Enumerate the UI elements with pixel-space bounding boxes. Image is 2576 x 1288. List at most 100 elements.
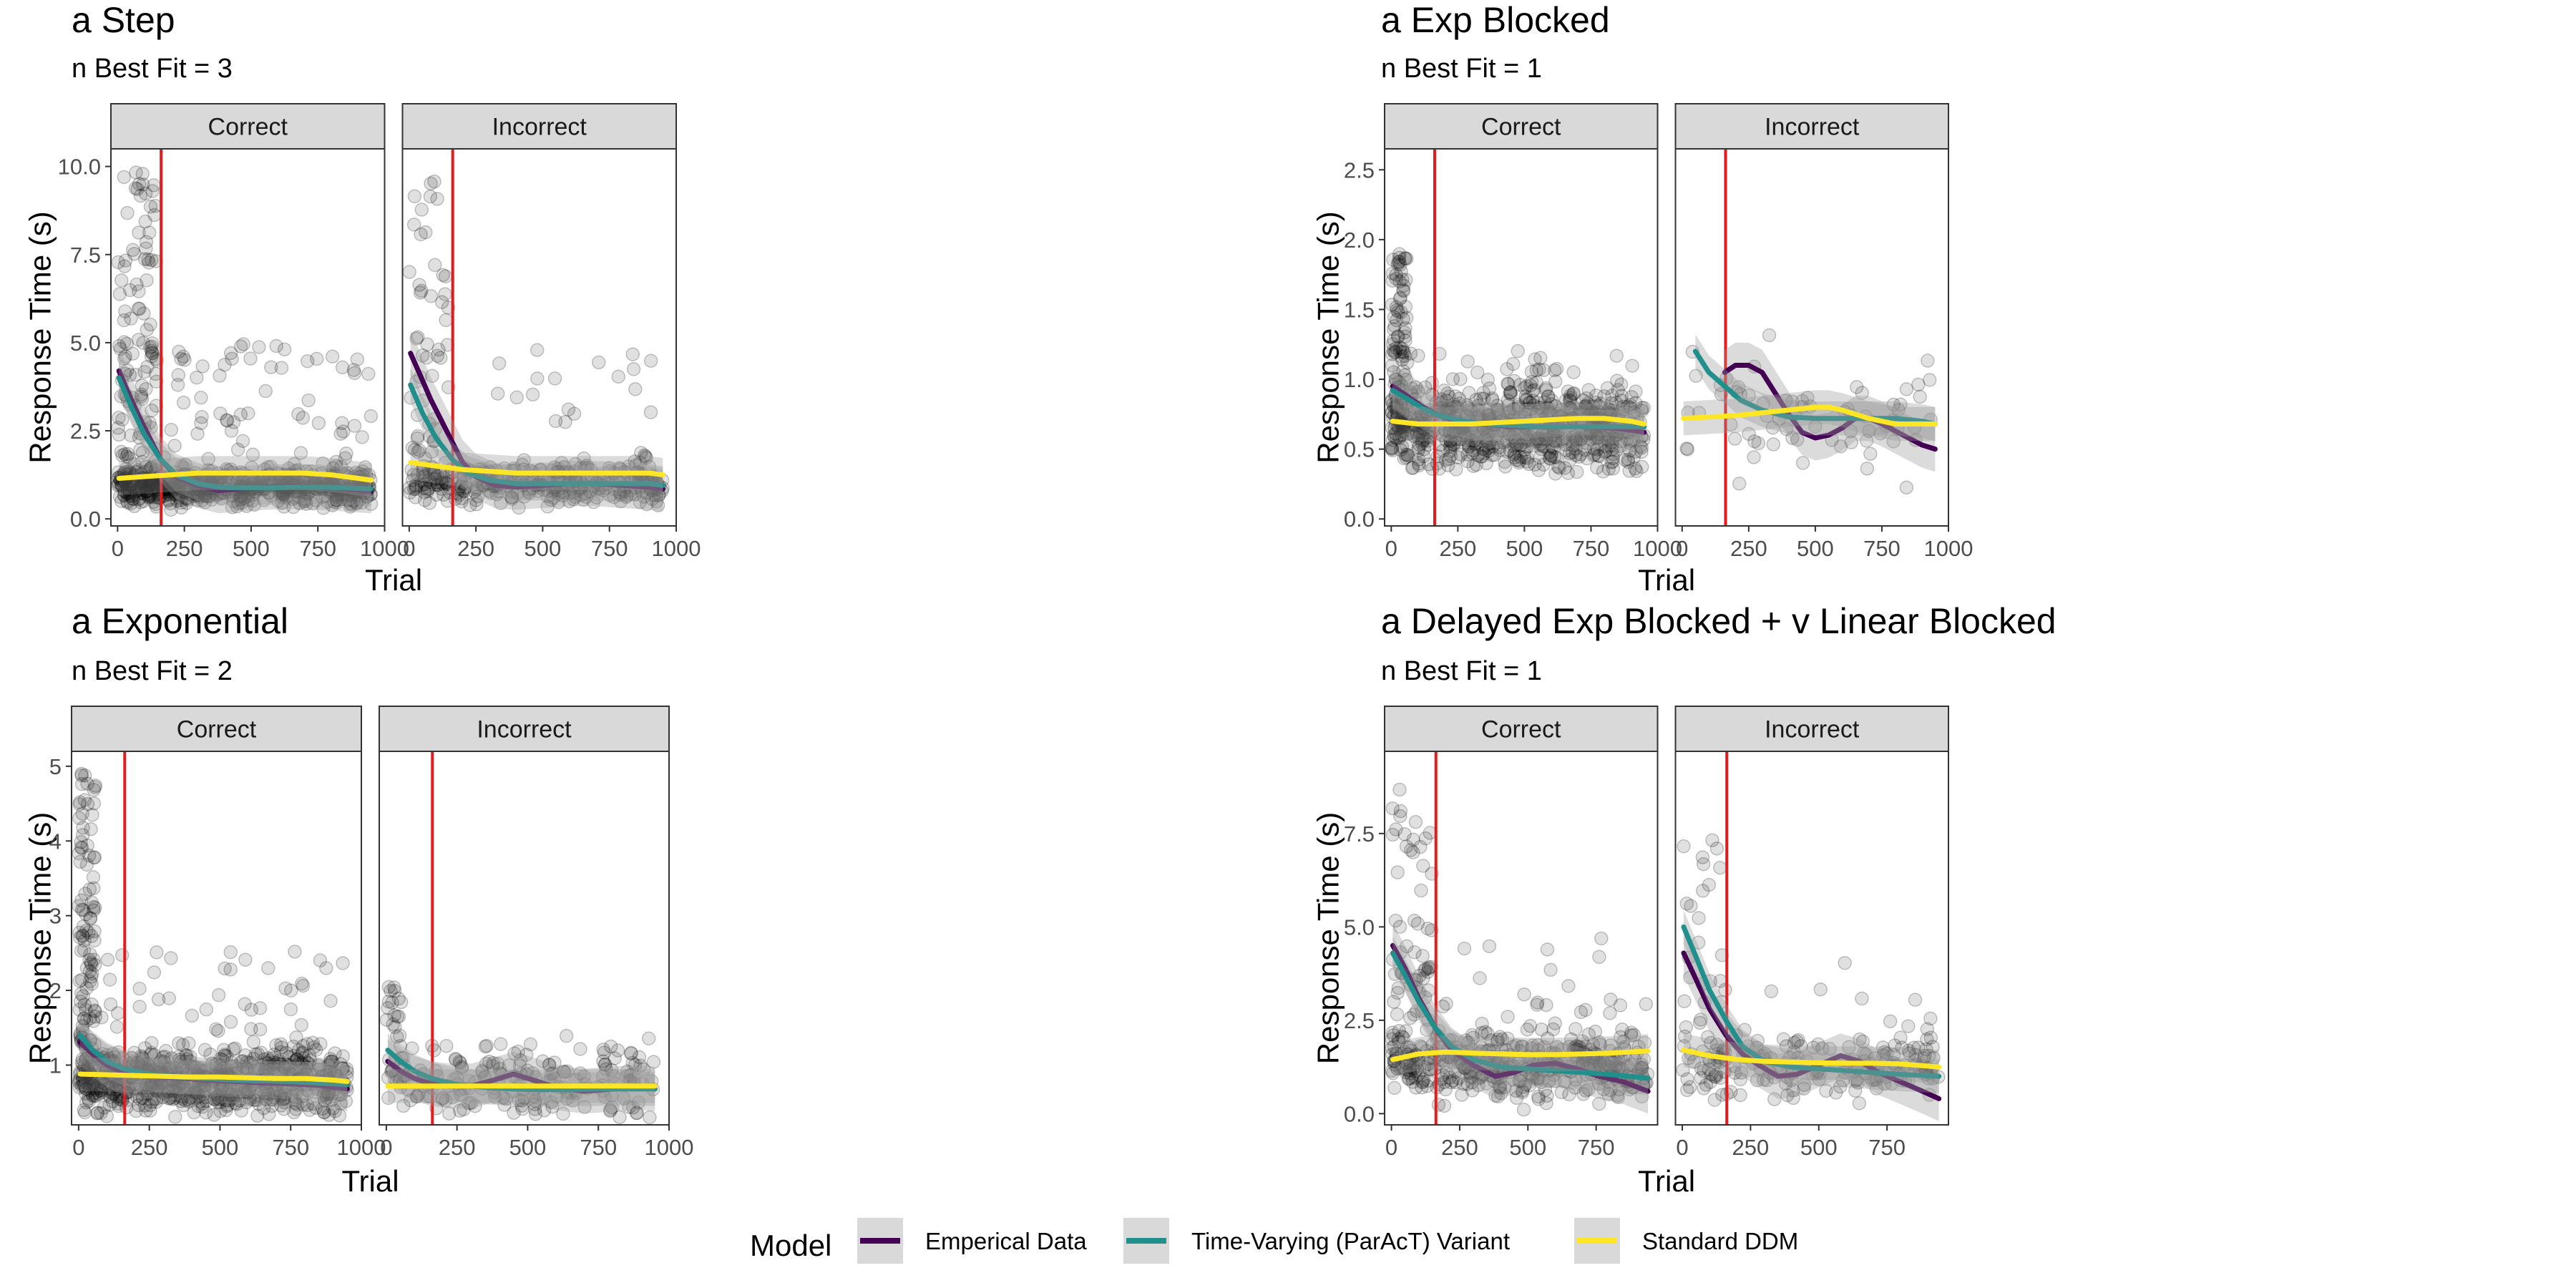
data-point [1398, 321, 1413, 336]
data-point [139, 459, 153, 474]
data-point [117, 259, 132, 273]
data-point [165, 483, 180, 497]
data-point [355, 495, 369, 509]
x-tick-label: 500 [1797, 536, 1834, 561]
data-point [142, 225, 157, 240]
data-point [456, 484, 470, 498]
data-point [137, 364, 152, 379]
data-point [235, 434, 250, 449]
data-point [144, 487, 159, 502]
data-point [1391, 329, 1405, 343]
data-point [1387, 310, 1402, 324]
y-tick-label: 0.0 [1344, 507, 1375, 532]
data-point [1554, 402, 1569, 417]
data-point [145, 403, 159, 418]
data-point [1762, 328, 1777, 343]
data-point [264, 360, 278, 374]
data-point [1538, 381, 1553, 396]
data-point [1566, 386, 1581, 401]
data-point [288, 945, 302, 959]
data-point [546, 490, 560, 505]
data-point [298, 492, 312, 507]
y-tick-label: 2 [49, 978, 62, 1003]
data-point [294, 1018, 309, 1033]
data-point [169, 488, 183, 502]
data-point [626, 362, 641, 376]
x-tick-label: 0 [1676, 1135, 1688, 1160]
data-point [1482, 436, 1497, 451]
data-point [235, 495, 249, 509]
data-point [1387, 365, 1401, 379]
data-point [1503, 386, 1517, 401]
data-point [1634, 404, 1649, 418]
data-point [1901, 1019, 1916, 1033]
data-point [1389, 268, 1403, 282]
data-point [140, 273, 154, 288]
data-point [299, 497, 313, 511]
data-point [119, 486, 135, 500]
data-point [135, 379, 150, 393]
data-point [1528, 457, 1542, 472]
data-point [1548, 1016, 1563, 1030]
data-point [164, 951, 178, 965]
data-point [1518, 392, 1533, 407]
data-point [84, 970, 99, 984]
data-point [132, 492, 147, 507]
data-point [1548, 467, 1563, 481]
data-point [335, 492, 349, 507]
data-point [1390, 865, 1405, 879]
data-point [1392, 291, 1407, 306]
data-point [171, 368, 186, 382]
data-point [1389, 313, 1404, 328]
data-point [225, 499, 240, 514]
data-point [1387, 345, 1402, 359]
data-point [243, 351, 258, 366]
data-point [1590, 460, 1604, 475]
data-point [414, 478, 429, 493]
y-tick-label: 1.5 [1344, 297, 1375, 322]
data-point [492, 356, 507, 371]
ribbon-empirical [410, 331, 663, 512]
data-point [1508, 434, 1522, 449]
data-point [320, 494, 335, 509]
data-point [1477, 446, 1491, 461]
data-point [1400, 447, 1415, 462]
data-point [175, 484, 190, 499]
data-point [145, 346, 160, 361]
data-point [275, 489, 290, 504]
data-point [245, 447, 260, 462]
data-point [172, 344, 186, 359]
data-point [1589, 388, 1604, 403]
data-point [163, 485, 178, 499]
data-point [170, 479, 185, 494]
data-point [142, 479, 157, 493]
x-tick-label: 250 [166, 536, 203, 561]
data-point [1387, 318, 1402, 333]
data-point [173, 487, 187, 502]
data-point [132, 491, 147, 506]
x-tick-label: 250 [457, 536, 494, 561]
data-point [1511, 398, 1526, 412]
data-point [1392, 250, 1407, 265]
data-point [424, 444, 439, 459]
data-point [139, 484, 153, 499]
data-point [1682, 1080, 1697, 1095]
data-point [1609, 348, 1624, 363]
data-point [576, 492, 591, 507]
data-point [1389, 271, 1403, 286]
facet-incorrect: Incorrect 0 250 500 750 [1674, 706, 1949, 1160]
data-point [133, 443, 147, 457]
data-point [409, 482, 423, 497]
data-point [218, 961, 232, 976]
data-point [467, 484, 482, 499]
data-point [1521, 434, 1536, 448]
data-point [302, 1048, 317, 1063]
data-point [1513, 438, 1528, 453]
data-point [220, 413, 234, 427]
data-point [1548, 433, 1563, 448]
data-point [122, 283, 137, 298]
panel-content [1385, 149, 1652, 526]
data-point [640, 497, 654, 512]
data-point [124, 428, 138, 443]
y-tick-label: 2.5 [1344, 1008, 1375, 1033]
